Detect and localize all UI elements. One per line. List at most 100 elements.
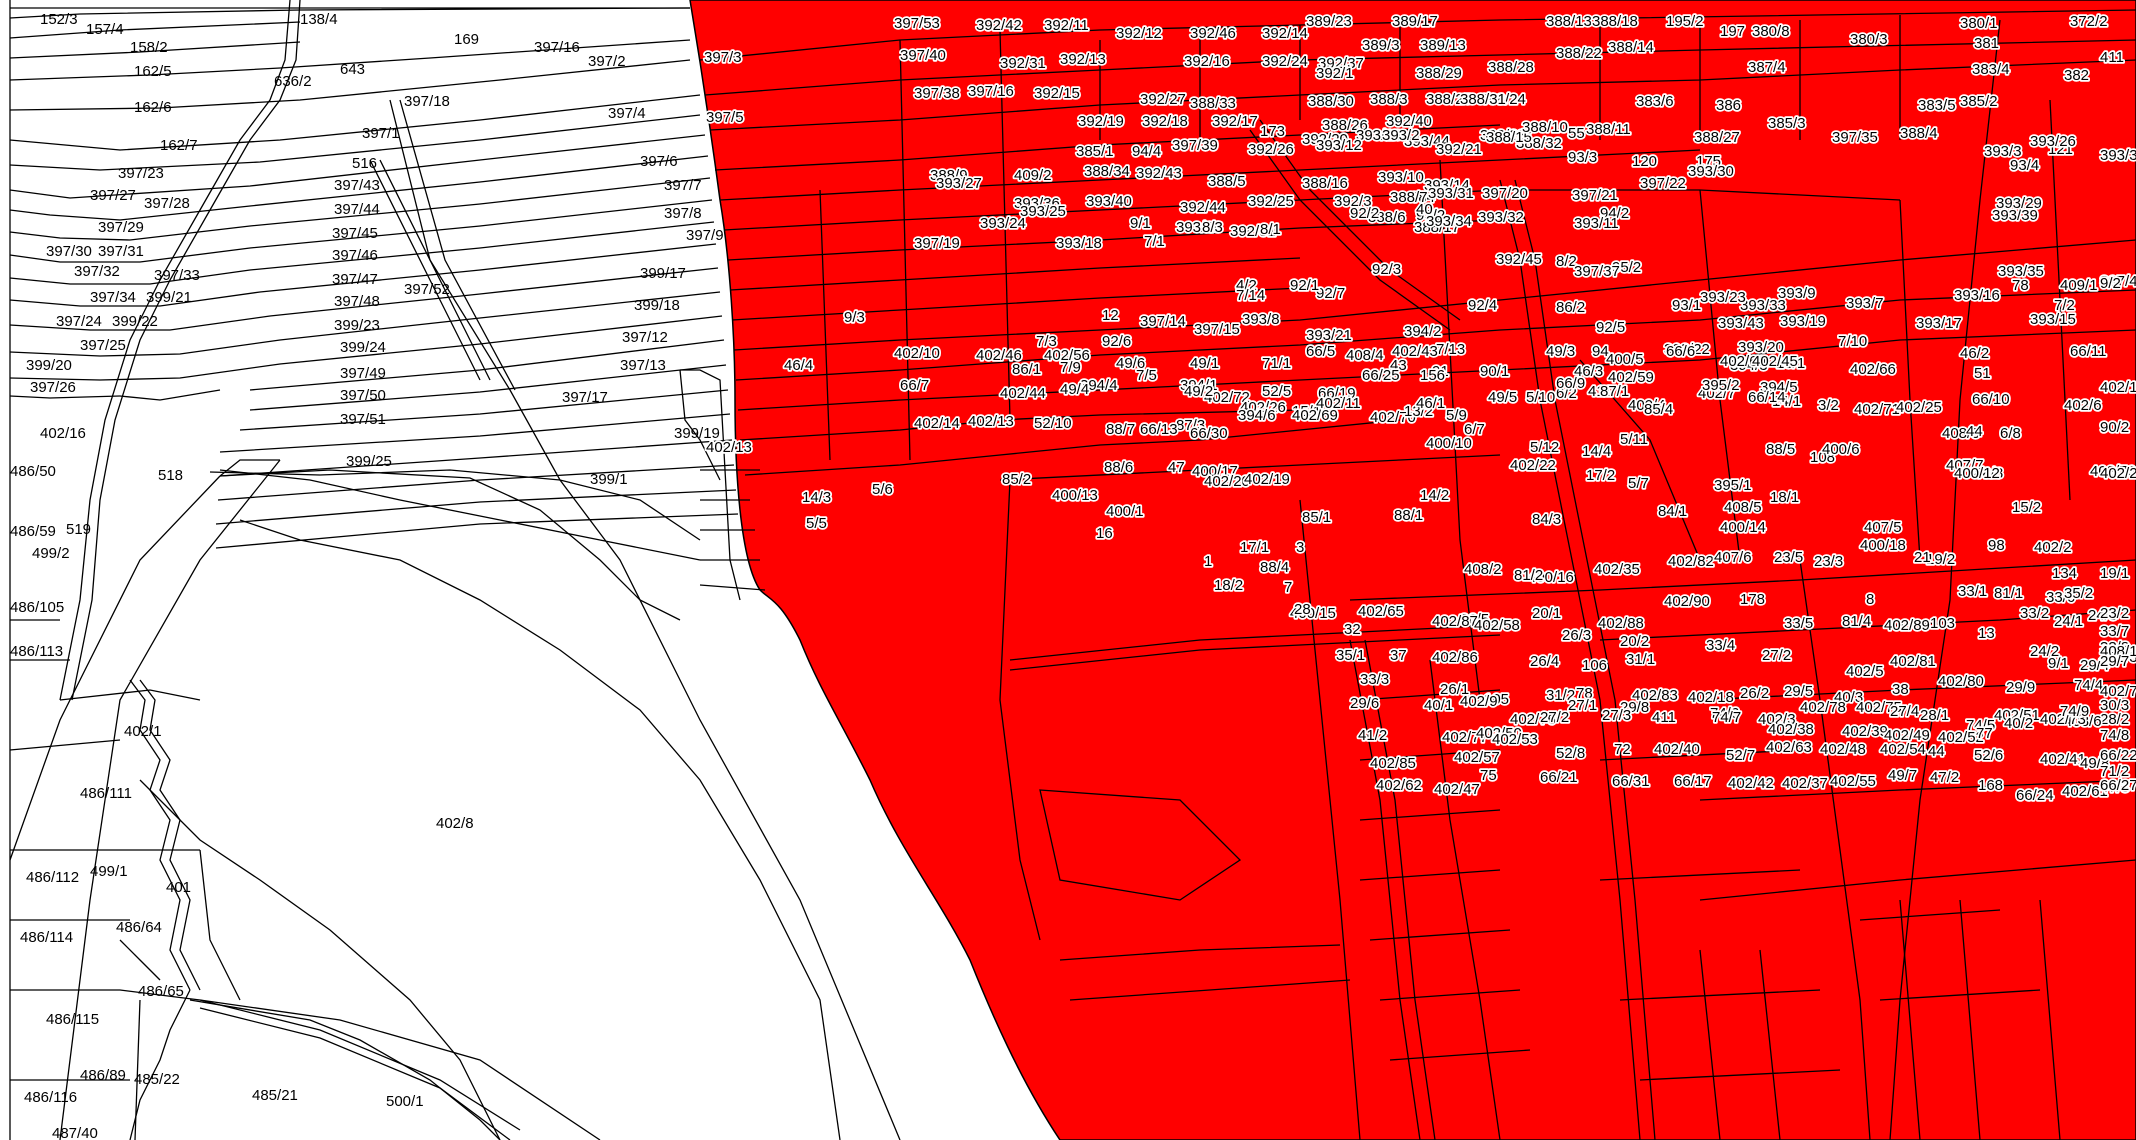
highlight-parcel-boundaries — [699, 9, 2136, 1140]
parcel-label: 392/20 — [1302, 131, 1348, 148]
parcel-label: 402/79 — [2090, 463, 2136, 480]
parcel-label: 38 — [1892, 681, 1909, 698]
parcel-label: 397/8 — [664, 205, 702, 222]
parcel-label: 397/39 — [1172, 137, 1218, 154]
parcel-label: 90/2 — [2100, 419, 2129, 436]
parcel-label: 486/64 — [116, 919, 162, 936]
parcel-label: 393/19 — [1780, 313, 1826, 330]
parcel-label: 175 — [1696, 153, 1721, 170]
parcel-label: 55 — [1568, 125, 1585, 142]
parcel-label: 397/48 — [334, 293, 380, 310]
parcel-label: 6/7 — [1464, 421, 1485, 438]
parcel-label: 388/31 — [1460, 91, 1506, 108]
parcel-label: 92/3 — [1372, 261, 1401, 278]
parcel-label: 402/70 — [1370, 409, 1416, 426]
parcel-label: 499/2 — [32, 545, 70, 562]
parcel-label: 400/14 — [1720, 519, 1766, 536]
parcel-label: 402/21 — [2100, 465, 2136, 482]
parcel-label: 397/16 — [968, 83, 1014, 100]
parcel-label: 9/1 — [1130, 215, 1151, 232]
highlighted-area — [689, 0, 2136, 1140]
parcel-label: 40/1 — [1424, 697, 1453, 714]
parcel-label: 402/5 — [1846, 663, 1884, 680]
parcel-label: 46/2 — [1960, 345, 1989, 362]
parcel-label: 168 — [1978, 777, 2003, 794]
parcel-label: 380/3 — [1850, 31, 1888, 48]
parcel-label: 393/35 — [1998, 263, 2044, 280]
parcel-label: 402/83 — [1632, 687, 1678, 704]
parcel-label: 392/27 — [1140, 91, 1186, 108]
parcel-label: 71/2 — [2100, 763, 2129, 780]
parcel-label: 46/4 — [784, 357, 813, 374]
parcel-label: 13/1 — [1776, 355, 1805, 372]
parcel-label: 13 — [1978, 625, 1995, 642]
parcel-label: 88/5 — [1766, 441, 1795, 458]
parcel-label: 88/6 — [1104, 459, 1133, 476]
parcel-label: 402/85 — [1370, 755, 1416, 772]
parcel-label: 397/34 — [90, 289, 136, 306]
parcel-label: 49/1 — [1190, 355, 1219, 372]
parcel-label: 33/3 — [1360, 671, 1389, 688]
parcel-label: 169 — [454, 31, 479, 48]
parcel-label: 17/2 — [1586, 467, 1615, 484]
parcel-label: 397/4 — [608, 105, 646, 122]
parcel-label: 397/27 — [90, 187, 136, 204]
parcel-label: 499/1 — [90, 863, 128, 880]
left-parcel-boundaries — [9, 7, 901, 1140]
parcel-label: 392/24 — [1262, 53, 1308, 70]
parcel-label: 402/47 — [1434, 781, 1480, 798]
parcel-label: 3 — [1296, 539, 1304, 556]
parcel-label: 400/16 — [1528, 569, 1574, 586]
parcel-label: 85/4 — [1644, 401, 1673, 418]
parcel-label: 393/27 — [936, 175, 982, 192]
parcel-label: 93/1 — [1672, 297, 1701, 314]
parcel-label: 29/5 — [1784, 683, 1813, 700]
parcel-label: 392/46 — [1190, 25, 1236, 42]
parcel-label: 29/4 — [2080, 657, 2109, 674]
parcel-label: 7/1 — [1144, 233, 1165, 250]
parcel-label: 392/25 — [1248, 193, 1294, 210]
parcel-label: 402/26 — [1240, 399, 1286, 416]
parcel-label: 66/21 — [1540, 769, 1578, 786]
parcel-label: 33/8 — [2100, 639, 2129, 656]
parcel-label: 389/13 — [1420, 37, 1466, 54]
parcel-label: 5/12 — [1530, 439, 1559, 456]
parcel-label: 643 — [340, 61, 365, 78]
parcel-label: 9/3 — [844, 309, 865, 326]
parcel-label: 84/1 — [1658, 503, 1687, 520]
parcel-label: 388/28 — [1488, 59, 1534, 76]
parcel-label: 399/18 — [634, 297, 680, 314]
parcel-label: 40 — [1416, 201, 1433, 218]
parcel-label: 66/30 — [1190, 425, 1228, 442]
parcel-label: 1 — [1204, 553, 1212, 570]
parcel-label: 402/7 — [1698, 385, 1736, 402]
parcel-label: 402/43 — [1392, 343, 1438, 360]
parcel-label: 402/89 — [1884, 617, 1930, 634]
parcel-label: 402/13 — [706, 439, 752, 456]
parcel-label: 120 — [1632, 153, 1657, 170]
parcel-label: 86/2 — [1556, 299, 1585, 316]
parcel-label: 402/56 — [1044, 347, 1090, 364]
parcel-label: 408/2 — [1464, 561, 1502, 578]
parcel-label: 49/2 — [1184, 383, 1213, 400]
parcel-label: 86/1 — [1012, 361, 1041, 378]
parcel-label: 173 — [1260, 123, 1285, 140]
parcel-label: 134 — [2052, 565, 2077, 582]
parcel-label: 388/29 — [1416, 65, 1462, 82]
parcel-label: 392/1 — [1316, 65, 1354, 82]
parcel-label: 393/18 — [1056, 235, 1102, 252]
parcel-label: 121 — [2048, 141, 2073, 158]
parcel-label: 14/2 — [1420, 487, 1449, 504]
parcel-label: 26/5 — [1460, 611, 1489, 628]
parcel-label: 402/45 — [1752, 353, 1798, 370]
parcel-label: 7/10 — [1838, 333, 1867, 350]
parcel-label: 402/58 — [1474, 617, 1520, 634]
parcel-label: 400/12 — [1954, 465, 2000, 482]
parcel-label: 66/6 — [1666, 343, 1695, 360]
parcel-label: 395/2 — [1702, 377, 1740, 394]
parcel-label: 402/71 — [1854, 401, 1900, 418]
parcel-label: 402/20 — [1204, 473, 1250, 490]
parcel-label: 24/1 — [2054, 613, 2083, 630]
